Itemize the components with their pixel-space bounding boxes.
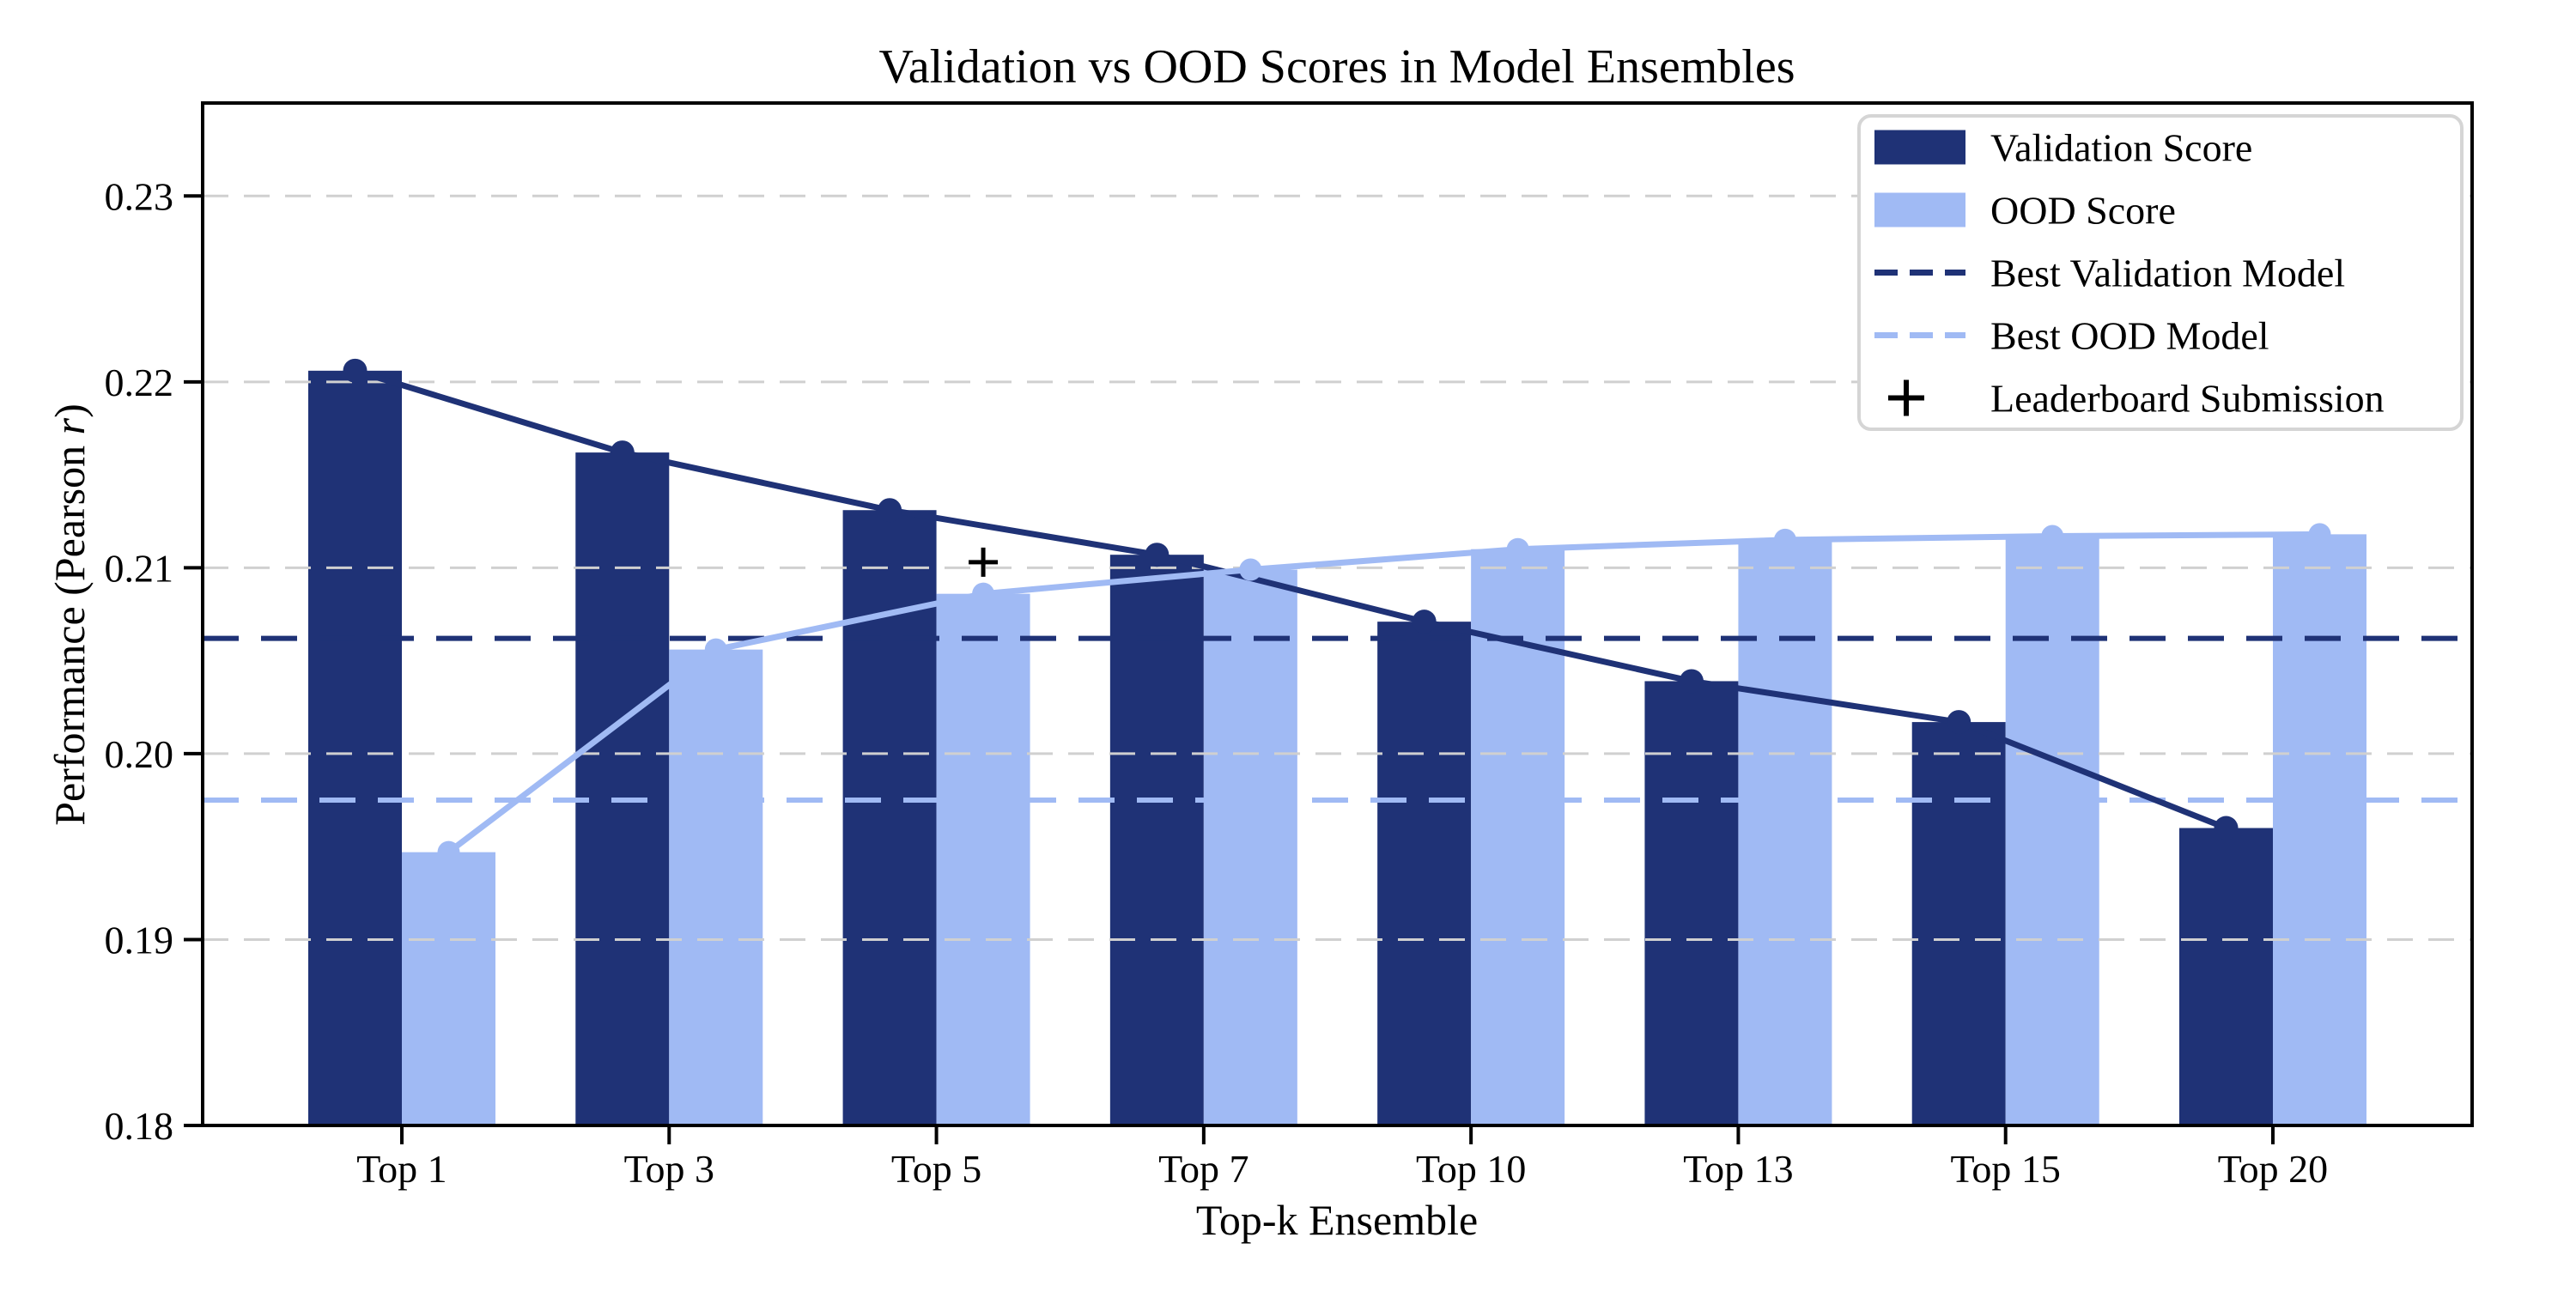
bar-validation-score-top-5 — [842, 510, 937, 1125]
bar-validation-score-top-1 — [308, 370, 402, 1125]
bar-ood-score-top-5 — [936, 593, 1030, 1125]
annotation-leaderboard-submission — [969, 547, 999, 577]
legend-label-best-ood-model: Best OOD Model — [1990, 314, 2269, 358]
bar-validation-score-top-7 — [1109, 555, 1204, 1125]
y-tick-label: 0.18 — [105, 1104, 174, 1148]
marker-validation-score-top-10 — [1412, 610, 1437, 634]
bar-ood-score-top-13 — [1738, 539, 1832, 1125]
x-tick-label-top-15: Top 15 — [1951, 1147, 2061, 1191]
marker-ood-score-top-1 — [437, 840, 460, 864]
marker-ood-score-top-10 — [1506, 537, 1529, 561]
y-tick-label: 0.22 — [105, 361, 174, 404]
legend-item-best-ood-model: Best OOD Model — [1874, 314, 2269, 358]
legend-label-ood-score: OOD Score — [1990, 189, 2176, 233]
x-tick-label-top-20: Top 20 — [2218, 1147, 2328, 1191]
bar-validation-score-top-13 — [1644, 681, 1739, 1125]
legend-label-leaderboard-submission: Leaderboard Submission — [1990, 377, 2385, 421]
marker-ood-score-top-3 — [704, 638, 727, 661]
y-tick-label: 0.23 — [105, 174, 174, 218]
line-validation-score — [354, 367, 2227, 831]
bar-ood-score-top-7 — [1203, 569, 1297, 1125]
plot-border — [201, 101, 2474, 1127]
y-axis-label: Performance (Pearson r) — [46, 403, 94, 826]
marker-validation-score-top-3 — [610, 440, 635, 465]
reference-lines-layer — [203, 635, 2472, 804]
axes-layer: 0.18 0.19 0.20 0.21 0.22 0.23 Top 1 Top 3 Top 5 T… — [105, 101, 2474, 1191]
legend-item-leaderboard-submission: Leaderboard Submission — [1888, 377, 2385, 421]
series-lines-layer — [354, 367, 2320, 855]
x-tick-label-top-10: Top 10 — [1416, 1147, 1526, 1191]
bar-validation-score-top-20 — [2179, 828, 2273, 1125]
series-markers-layer — [343, 358, 2331, 864]
x-axis-label: Top-k Ensemble — [1196, 1196, 1478, 1244]
y-tick-label: 0.20 — [105, 732, 174, 776]
x-tick-label-top-3: Top 3 — [624, 1147, 714, 1191]
legend-item-best-validation-model: Best Validation Model — [1874, 252, 2345, 295]
bar-validation-score-top-15 — [1911, 722, 2006, 1125]
x-tick-label-top-5: Top 5 — [891, 1147, 981, 1191]
bar-ood-score-top-15 — [2005, 536, 2099, 1125]
y-tick-label: 0.21 — [105, 546, 174, 590]
marker-ood-score-top-5 — [972, 582, 995, 605]
legend: Validation Score OOD Score Best Validation… — [1857, 114, 2464, 431]
marker-ood-score-top-15 — [2041, 525, 2064, 548]
chart-title: Validation vs OOD Scores in Model Ensemb… — [879, 40, 1795, 94]
bar-ood-score-top-1 — [402, 852, 495, 1125]
marker-validation-score-top-13 — [1679, 669, 1704, 694]
marker-ood-score-top-13 — [1773, 528, 1796, 551]
annotation-layer — [969, 547, 999, 577]
legend-swatch-rect — [1874, 130, 1965, 165]
bar-validation-score-top-3 — [575, 452, 670, 1125]
bars-layer — [308, 370, 2366, 1125]
x-tick-label-top-1: Top 1 — [356, 1147, 447, 1191]
bar-validation-score-top-10 — [1377, 622, 1472, 1125]
marker-validation-score-top-5 — [878, 498, 902, 523]
x-tick-label-top-13: Top 13 — [1683, 1147, 1793, 1191]
marker-validation-score-top-1 — [343, 358, 368, 383]
legend-label-validation-score: Validation Score — [1990, 126, 2252, 170]
bar-ood-score-top-20 — [2273, 534, 2366, 1125]
marker-validation-score-top-15 — [1947, 710, 1971, 735]
marker-validation-score-top-7 — [1145, 543, 1170, 567]
line-ood-score — [447, 531, 2320, 855]
legend-swatch-rect — [1874, 192, 1965, 227]
legend-item-validation-score: Validation Score — [1874, 126, 2252, 170]
bar-ood-score-top-3 — [669, 649, 763, 1125]
legend-label-best-validation-model: Best Validation Model — [1990, 252, 2345, 295]
legend-item-ood-score: OOD Score — [1874, 189, 2176, 233]
marker-ood-score-top-20 — [2308, 523, 2331, 546]
x-tick-label-top-7: Top 7 — [1158, 1147, 1249, 1191]
y-tick-label: 0.19 — [105, 918, 174, 961]
legend-box — [1857, 114, 2464, 431]
marker-ood-score-top-7 — [1239, 558, 1262, 581]
marker-validation-score-top-20 — [2214, 816, 2239, 840]
